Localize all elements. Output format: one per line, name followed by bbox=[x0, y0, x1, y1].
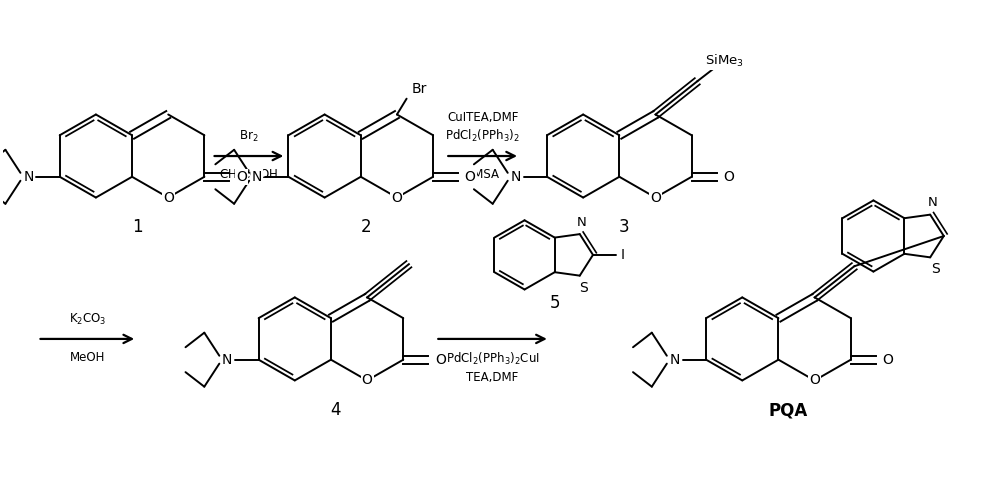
Text: TEA,DMF: TEA,DMF bbox=[466, 370, 519, 384]
Text: 2: 2 bbox=[360, 218, 371, 236]
Text: CH$_3$COOH: CH$_3$COOH bbox=[219, 168, 278, 183]
Text: N: N bbox=[222, 353, 232, 367]
Text: PdCl$_2$(PPh$_3$)$_2$CuI: PdCl$_2$(PPh$_3$)$_2$CuI bbox=[446, 351, 539, 367]
Text: O: O bbox=[809, 373, 820, 388]
Text: 3: 3 bbox=[619, 218, 630, 236]
Text: O: O bbox=[392, 191, 402, 204]
Text: SiMe$_3$: SiMe$_3$ bbox=[705, 52, 744, 69]
Text: N: N bbox=[577, 216, 587, 229]
Text: O: O bbox=[435, 353, 446, 367]
Text: TMSA: TMSA bbox=[466, 168, 499, 181]
Text: O: O bbox=[236, 170, 247, 184]
Text: Br$_2$: Br$_2$ bbox=[239, 129, 259, 144]
Text: O: O bbox=[362, 373, 373, 388]
Text: I: I bbox=[621, 248, 625, 262]
Text: K$_2$CO$_3$: K$_2$CO$_3$ bbox=[69, 312, 106, 327]
Text: S: S bbox=[579, 280, 588, 294]
Text: Br: Br bbox=[412, 82, 427, 96]
Text: N: N bbox=[252, 170, 262, 184]
Text: O: O bbox=[465, 170, 476, 184]
Text: CuITEA,DMF: CuITEA,DMF bbox=[447, 111, 518, 124]
Text: 1: 1 bbox=[132, 218, 142, 236]
Text: O: O bbox=[650, 191, 661, 204]
Text: MeOH: MeOH bbox=[70, 351, 105, 364]
Text: 4: 4 bbox=[331, 401, 341, 419]
Text: S: S bbox=[931, 262, 940, 276]
Text: N: N bbox=[927, 196, 937, 209]
Text: O: O bbox=[163, 191, 174, 204]
Text: PQA: PQA bbox=[769, 401, 808, 419]
Text: O: O bbox=[882, 353, 893, 367]
Text: PdCl$_2$(PPh$_3$)$_2$: PdCl$_2$(PPh$_3$)$_2$ bbox=[445, 128, 520, 144]
Text: O: O bbox=[723, 170, 734, 184]
Text: N: N bbox=[23, 170, 34, 184]
Text: 5: 5 bbox=[549, 294, 560, 312]
Text: N: N bbox=[510, 170, 521, 184]
Text: N: N bbox=[670, 353, 680, 367]
